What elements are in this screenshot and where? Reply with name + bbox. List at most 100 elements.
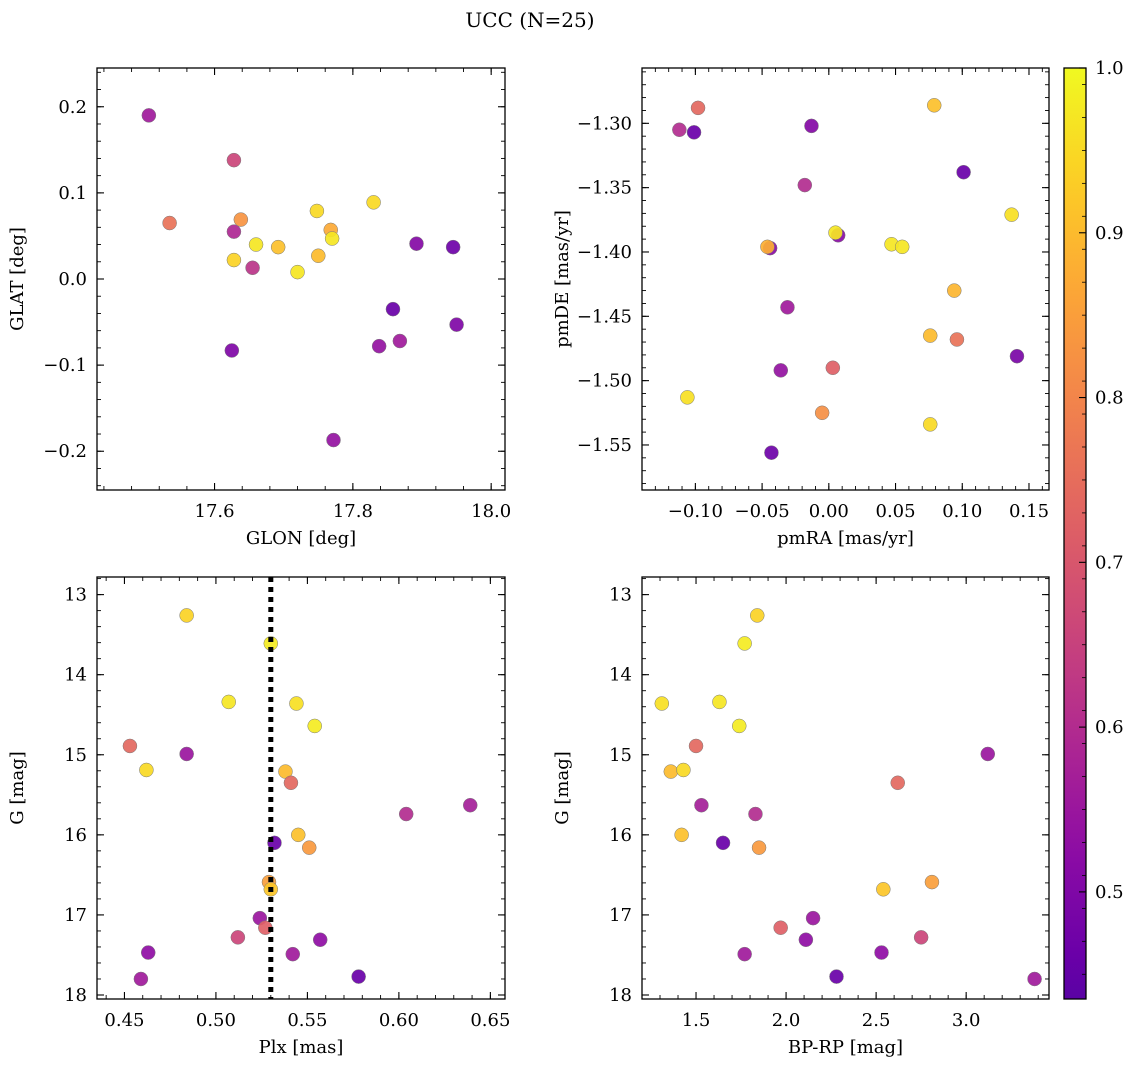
data-point (385, 301, 401, 317)
axes-frame (641, 576, 1050, 1000)
data-point (226, 252, 242, 268)
colorbar-bar (1063, 67, 1087, 1000)
data-point (366, 195, 381, 210)
data-point (409, 236, 424, 251)
y-tick-label: 14 (609, 665, 632, 686)
data-point (312, 932, 328, 947)
y-tick-label: 16 (609, 825, 632, 846)
y-axis-label: pmDE [mas/yr] (552, 210, 573, 348)
data-points (672, 98, 1025, 460)
data-point (245, 260, 260, 276)
x-tick-label: 17.6 (195, 501, 235, 522)
data-point (224, 343, 240, 358)
data-point (289, 696, 304, 711)
x-tick-label: 2.0 (772, 1010, 801, 1031)
x-tick-label: 18.0 (471, 501, 511, 522)
data-point (828, 225, 843, 240)
x-tick-label: 0.05 (876, 501, 916, 522)
y-axis-label: G [mag] (552, 751, 573, 824)
data-point (829, 969, 844, 984)
x-tick-label: 0.45 (104, 1010, 144, 1031)
data-point (825, 360, 841, 376)
x-tick-label: 0.10 (942, 501, 982, 522)
x-tick-label: 0.60 (379, 1010, 419, 1031)
data-point (737, 636, 752, 651)
data-point (351, 969, 366, 984)
data-point (956, 164, 971, 180)
data-points (654, 608, 1042, 987)
data-point (712, 694, 727, 710)
colorbar-tick-label: 0.5 (1095, 882, 1124, 903)
axes-frame (96, 67, 506, 491)
x-tick-label: 2.5 (862, 1010, 891, 1031)
data-point (805, 910, 821, 926)
x-tick-label: −0.05 (735, 501, 790, 522)
x-tick-label: 0.50 (196, 1010, 236, 1031)
y-tick-label: 17 (64, 905, 87, 926)
y-tick-label: 15 (609, 745, 632, 766)
y-tick-label: 0.1 (58, 183, 87, 204)
data-point (750, 608, 765, 623)
data-point (326, 432, 341, 448)
data-point (922, 328, 938, 343)
axes-frame (96, 576, 506, 1000)
data-point (894, 239, 910, 255)
data-point (226, 224, 242, 239)
data-point (230, 930, 246, 945)
scatter-panel-2: −0.10 −0.05 0.00 0.05 0.10 0.15 −1.30 −1.35 −1.4… (552, 67, 1050, 549)
scatter-panel-1: 17.6 17.8 18.0 0.2 0.1 0.0 −0.1 −0.2 GLON [deg] G… (7, 67, 511, 549)
data-point (715, 835, 731, 851)
data-point (449, 317, 464, 332)
x-tick-label: −0.10 (668, 501, 723, 522)
x-tick-label: 0.55 (287, 1010, 327, 1031)
data-point (1004, 207, 1019, 222)
x-tick-label: 3.0 (952, 1010, 981, 1031)
y-tick-label: 18 (64, 985, 87, 1006)
colorbar-tick-label: 1.0 (1095, 58, 1124, 79)
data-point (445, 239, 461, 255)
y-axis-label: G [mag] (7, 751, 28, 824)
y-tick-label: −1.55 (577, 435, 632, 456)
data-point (270, 239, 286, 255)
data-point (764, 445, 779, 460)
data-point (133, 971, 149, 987)
data-point (1027, 971, 1042, 987)
y-tick-label: −1.35 (577, 178, 632, 199)
y-tick-label: 17 (609, 905, 632, 926)
data-point (398, 806, 414, 822)
data-point (798, 932, 814, 947)
data-point (773, 920, 788, 935)
colorbar: 0.5 0.6 0.7 0.8 0.9 1.0 (1063, 58, 1124, 1000)
data-point (462, 797, 478, 813)
scatter-panel-4: 1.5 2.0 2.5 3.0 13 14 15 16 17 18 BP-RP [mag] G [ma… (552, 576, 1050, 1058)
data-point (676, 762, 691, 778)
data-point (311, 248, 326, 263)
data-point (751, 840, 767, 855)
y-tick-label: 0.0 (58, 269, 87, 290)
data-point (680, 390, 695, 405)
colorbar-tick-label: 0.6 (1095, 717, 1124, 738)
data-point (248, 237, 264, 252)
data-point (874, 945, 889, 960)
y-axis-label: GLAT [deg] (7, 227, 28, 331)
x-axis-label: GLON [deg] (246, 528, 356, 549)
data-point (690, 100, 706, 116)
data-point (760, 239, 775, 255)
data-point (686, 125, 702, 140)
data-point (949, 332, 965, 347)
data-point (140, 945, 156, 960)
data-point (876, 882, 891, 897)
y-tick-label: 14 (64, 665, 87, 686)
data-point (324, 231, 340, 246)
data-points (122, 608, 478, 987)
data-point (309, 203, 325, 219)
data-point (301, 840, 317, 855)
data-point (674, 827, 689, 843)
data-point (141, 108, 157, 123)
data-point (179, 608, 194, 623)
data-point (924, 874, 940, 890)
y-tick-label: −1.40 (577, 242, 632, 263)
y-tick-label: −0.1 (43, 355, 87, 376)
y-tick-label: −1.45 (577, 306, 632, 327)
